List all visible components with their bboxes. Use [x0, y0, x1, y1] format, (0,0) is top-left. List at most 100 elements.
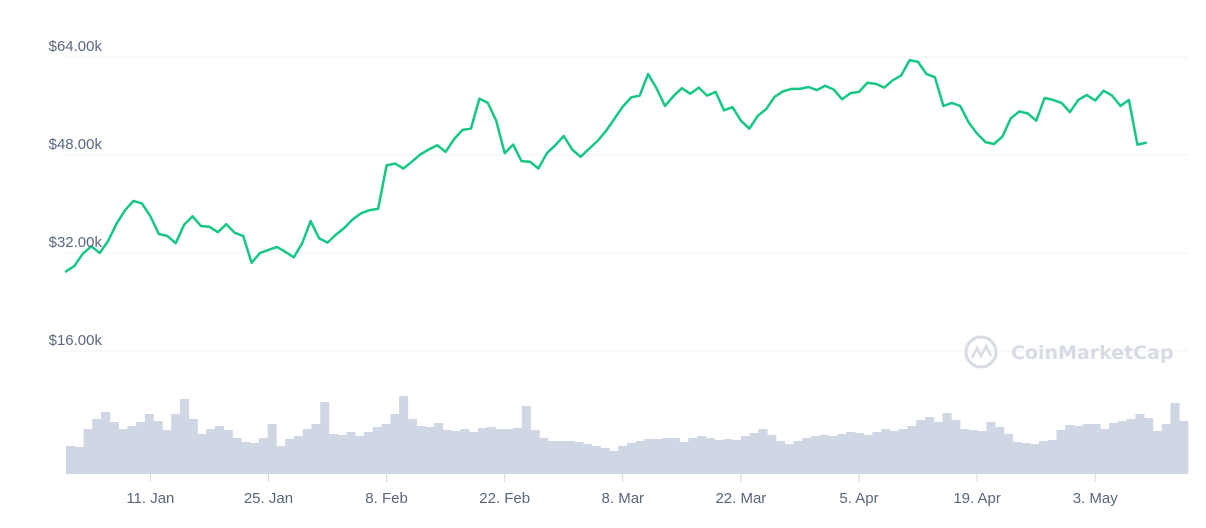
volume-bar [66, 446, 76, 474]
volume-bar [662, 438, 672, 474]
volume-bar [539, 438, 549, 474]
volume-bar [556, 441, 566, 474]
volume-bar [723, 439, 733, 474]
volume-bar [381, 424, 391, 474]
x-tick-label: 22. Feb [479, 490, 530, 507]
y-axis-labels: $16.00k $32.00k $48.00k $64.00k [49, 38, 103, 349]
volume-bar [521, 406, 531, 474]
volume-bar [1126, 419, 1136, 474]
volume-bar [399, 396, 409, 474]
volume-bar [1047, 440, 1057, 474]
volume-bar [653, 439, 663, 474]
volume-bar [933, 422, 943, 474]
volume-bar [197, 434, 207, 474]
x-tick-label: 5. Apr [839, 490, 878, 507]
volume-bar [863, 435, 873, 474]
volume-bar [1074, 426, 1084, 474]
volume-bar [153, 421, 163, 474]
volume-bar [951, 420, 961, 474]
volume-bar [907, 426, 917, 474]
volume-bar [600, 448, 610, 474]
volume-bar [846, 432, 856, 474]
volume-bar [188, 419, 198, 474]
volume-bar [74, 447, 84, 474]
volume-bar [960, 429, 970, 474]
volume-bar [776, 441, 786, 474]
volume-bar [302, 429, 312, 474]
volume-bar [293, 436, 303, 474]
volume-bar [162, 430, 172, 474]
x-tick-label: 8. Feb [365, 490, 408, 507]
volume-bar [881, 429, 891, 474]
volume-bar [565, 441, 575, 474]
volume-bar [1170, 403, 1180, 474]
volume-bar [1030, 444, 1040, 474]
volume-bar [1100, 429, 1110, 474]
volume-bar [118, 429, 128, 474]
volume-bar [898, 429, 908, 474]
volume-bar [320, 402, 330, 474]
volume-bar [758, 429, 768, 474]
volume-bar [416, 426, 426, 474]
volume-bar [995, 427, 1005, 474]
volume-bar [732, 440, 742, 474]
volume-bar [1135, 414, 1145, 474]
volume-bar [144, 414, 154, 474]
volume-bar [854, 433, 864, 474]
volume-bar [136, 422, 146, 474]
volume-bar [530, 430, 540, 474]
volume-bar [355, 436, 365, 474]
x-tick-label: 25. Jan [244, 490, 293, 507]
volume-bar [346, 432, 356, 474]
volume-bar [469, 432, 479, 474]
coinmarketcap-logo-wave [970, 343, 993, 359]
volume-bar [486, 427, 496, 474]
volume-bar [688, 438, 698, 474]
volume-bar [285, 439, 295, 474]
volume-bar [477, 428, 488, 474]
volume-bar [925, 417, 935, 474]
y-tick-label: $64.00k [49, 38, 103, 55]
volume-bar [627, 443, 637, 474]
volume-bar [407, 419, 417, 474]
volume-bar [1082, 424, 1092, 474]
volume-bar [127, 426, 137, 474]
volume-bar [215, 426, 225, 474]
volume-bar [1056, 430, 1066, 474]
volume-bar [179, 399, 190, 474]
volume-bar [250, 443, 260, 474]
volume-bar [311, 424, 321, 474]
volume-bar [670, 438, 680, 474]
coinmarketcap-logo-icon [964, 335, 998, 369]
x-tick-label: 3. May [1073, 490, 1119, 507]
volume-bar [171, 414, 181, 474]
volume-bar [644, 439, 654, 474]
volume-bar [1012, 442, 1022, 474]
volume-bar [1065, 425, 1075, 474]
volume-bar [276, 446, 286, 474]
volume-bar [793, 441, 803, 474]
x-tick-label: 8. Mar [602, 490, 645, 507]
volume-bar [434, 423, 444, 474]
volume-bar [258, 438, 268, 474]
volume-bar [451, 431, 461, 474]
y-tick-label: $16.00k [49, 332, 103, 349]
volume-bar [337, 435, 347, 474]
volume-bar [442, 430, 452, 474]
volume-bar [109, 422, 119, 474]
volume-bar [390, 414, 400, 474]
volume-bar [223, 430, 233, 474]
volume-bar [942, 413, 952, 474]
volume-bar [425, 427, 435, 474]
volume-bar [1038, 441, 1049, 474]
x-axis-labels: 11. Jan 25. Jan 8. Feb 22. Feb 8. Mar 22. Mar… [126, 474, 1118, 507]
volume-bar [232, 438, 242, 474]
volume-bar [241, 442, 251, 474]
y-tick-label: $32.00k [49, 234, 103, 251]
volume-bar [977, 431, 987, 474]
volume-bar [591, 446, 602, 474]
price-line-layer [64, 58, 1148, 273]
volume-bar [837, 434, 847, 474]
volume-bar [1091, 424, 1101, 474]
